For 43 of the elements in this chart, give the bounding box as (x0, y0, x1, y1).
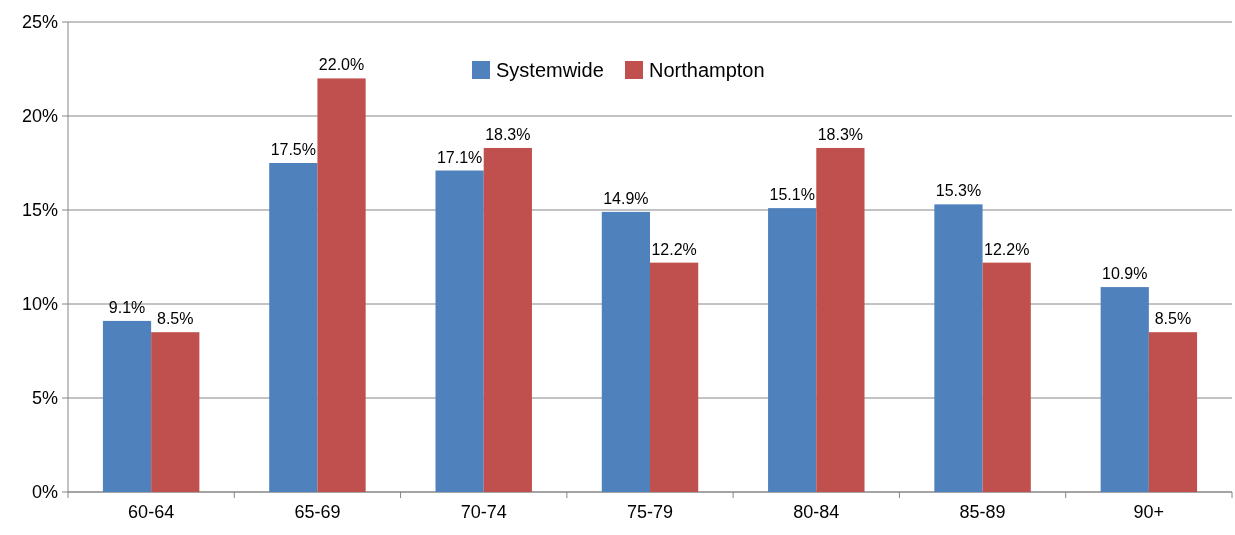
y-tick-label: 10% (21, 294, 58, 315)
y-tick-label: 20% (21, 106, 58, 127)
bar (768, 208, 817, 492)
bar (269, 163, 318, 492)
x-tick-label: 80-84 (793, 502, 840, 522)
y-tick-label: 0% (31, 482, 58, 503)
bar (816, 147, 865, 492)
bar (483, 147, 532, 492)
x-tick-label: 60-64 (128, 502, 175, 522)
data-label: 15.1% (769, 186, 815, 204)
x-tick-label: 85-89 (959, 502, 1006, 522)
data-label: 14.9% (603, 189, 649, 207)
data-label: 12.2% (984, 240, 1030, 258)
data-label: 10.9% (1102, 265, 1148, 283)
y-tick-label: 5% (31, 388, 58, 409)
data-label: 8.5% (1154, 310, 1192, 328)
y-tick-label: 15% (21, 200, 58, 221)
legend-label: Northampton (649, 59, 765, 81)
bar (1148, 332, 1198, 492)
data-label: 22.0% (318, 56, 365, 74)
x-tick-label: 75-79 (626, 502, 674, 522)
data-label: 17.1% (436, 148, 483, 166)
data-label: 17.5% (270, 141, 316, 158)
bar (151, 332, 200, 492)
data-label: 8.5% (157, 310, 194, 328)
bar (317, 78, 366, 492)
y-tick-label: 25% (21, 12, 58, 33)
bar (982, 262, 1031, 492)
data-label: 18.3% (485, 125, 531, 143)
data-label: 12.2% (651, 240, 697, 258)
data-label: 9.1% (108, 298, 146, 316)
data-label: 15.3% (935, 182, 982, 200)
bar (601, 211, 650, 492)
bar (1100, 287, 1149, 492)
x-tick-label: 70-74 (460, 502, 507, 522)
bar (102, 320, 152, 492)
legend-label: Systemwide (496, 59, 604, 81)
bar (435, 170, 484, 492)
bar (650, 262, 699, 492)
bar (934, 204, 983, 492)
x-tick-label: 90+ (1133, 502, 1165, 522)
x-tick-label: 65-69 (294, 502, 341, 522)
data-label: 18.3% (817, 125, 864, 143)
